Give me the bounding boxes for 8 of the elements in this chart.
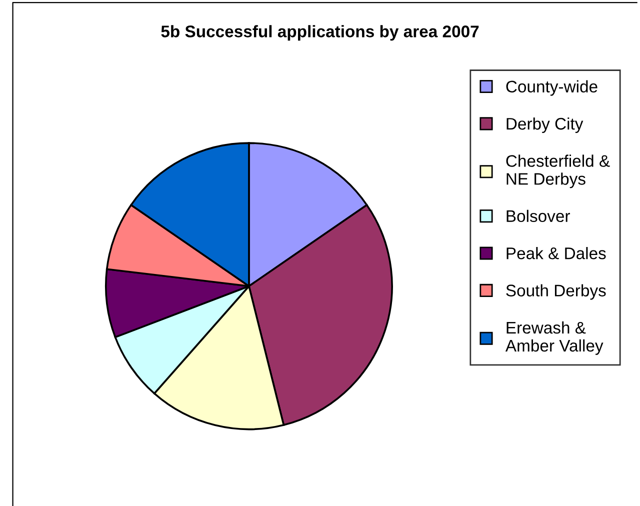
legend-label: Derby City [506, 117, 584, 133]
legend-label: South Derbys [506, 284, 606, 300]
legend-label: Chesterfield & NE Derbys [506, 154, 610, 188]
legend-label: Erewash & Amber Valley [505, 321, 604, 355]
legend-label: Peak & Dales [506, 247, 606, 260]
chart-title: 5b Successful applications by area 2007 [161, 25, 479, 41]
legend-label: County-wide [506, 80, 598, 96]
legend-label: Bolsover [506, 210, 570, 222]
